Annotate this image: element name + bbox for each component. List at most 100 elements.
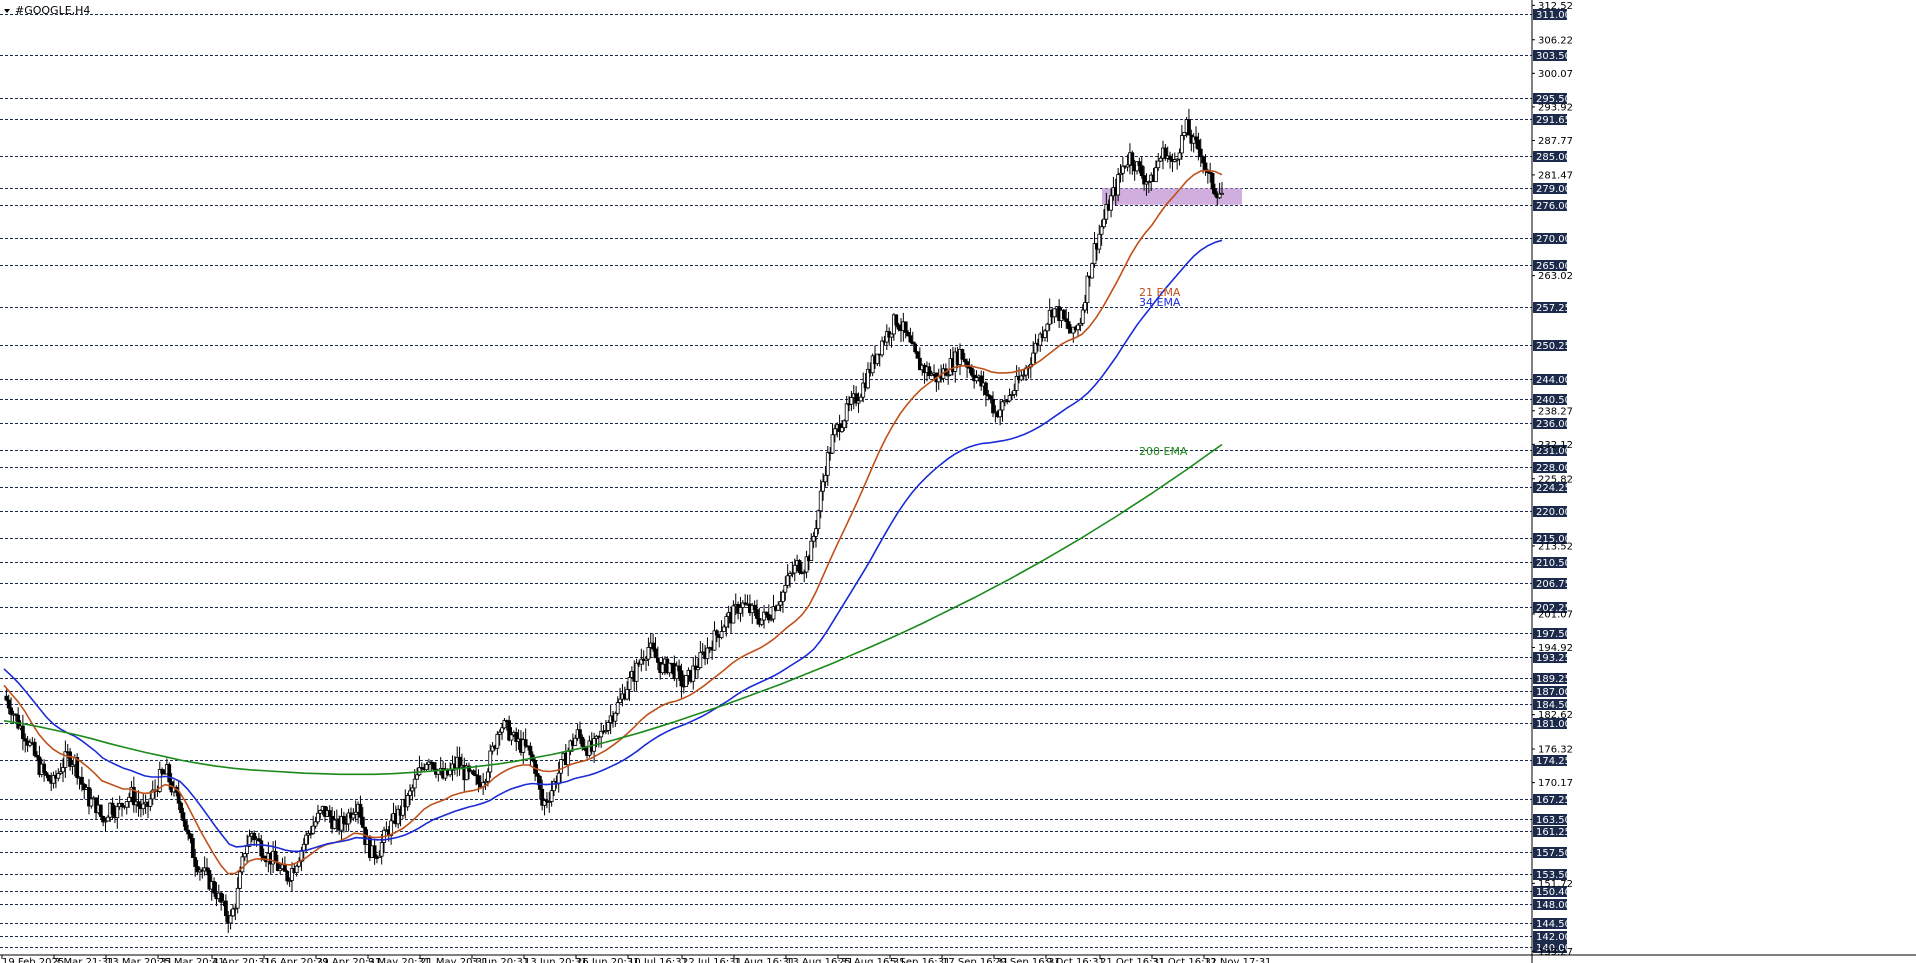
candle-body: [542, 800, 547, 806]
candle-body: [233, 907, 238, 910]
level-badge-label: 153.50: [1536, 870, 1571, 881]
candle-body: [56, 773, 61, 779]
candle-body: [42, 763, 47, 774]
candle-body: [547, 801, 552, 803]
candle-body: [195, 866, 200, 873]
candle-body: [285, 870, 290, 882]
candle-body: [186, 829, 191, 835]
candle-body: [431, 762, 436, 770]
level-badge-label: 181.00: [1536, 719, 1571, 730]
candle-body: [188, 833, 193, 839]
candle-body: [1031, 352, 1036, 365]
candle-body: [1179, 135, 1184, 154]
candle-body: [167, 764, 172, 783]
candle-body: [986, 394, 991, 397]
ema-line-2: [3, 443, 1223, 776]
candle-body: [1012, 390, 1017, 395]
candle-body: [783, 585, 788, 593]
candle-body: [360, 816, 365, 828]
candle-body: [483, 780, 488, 784]
candle-body: [960, 349, 965, 360]
candle-body: [766, 614, 771, 621]
candle-body: [35, 755, 39, 758]
level-badge: [1533, 718, 1567, 729]
candle-body: [625, 689, 630, 700]
x-tick-label: 5 Sep 16:31: [890, 957, 950, 963]
candle-body: [257, 838, 261, 842]
level-badge: [1533, 445, 1567, 456]
candle-body: [917, 357, 922, 371]
candle-body: [290, 868, 294, 881]
x-tick-label: 29 Apr 20:31: [316, 957, 381, 963]
y-tick-label: 182.62: [1538, 710, 1573, 721]
candle-body: [740, 602, 745, 608]
level-badge-label: 231.00: [1536, 446, 1571, 457]
x-tick-label: 9 Oct 16:31: [1046, 957, 1105, 963]
chart-menu-icon[interactable]: [4, 9, 10, 13]
level-badge-label: 250.25: [1536, 341, 1571, 352]
level-badge-label: 161.25: [1536, 827, 1571, 838]
candle-body: [148, 798, 153, 807]
candle-body: [613, 712, 618, 722]
candle-body: [1010, 393, 1014, 396]
candle-body: [752, 604, 757, 611]
level-badge-label: 228.00: [1536, 463, 1571, 474]
x-tick-label: 29 Sep 16:31: [994, 957, 1061, 963]
level-badge: [1533, 931, 1567, 942]
level-badge: [1533, 794, 1567, 805]
candle-body: [797, 560, 802, 573]
candle-body: [762, 611, 766, 621]
candle-body: [816, 510, 821, 530]
candle-body: [20, 725, 25, 740]
level-badge: [1533, 93, 1567, 104]
candle-body: [1007, 395, 1012, 402]
candle-body: [1198, 148, 1203, 158]
candle-body: [193, 857, 198, 867]
candle-body: [1104, 204, 1109, 220]
candle-body: [346, 812, 351, 825]
candle-body: [771, 606, 776, 620]
candle-body: [719, 631, 724, 638]
level-badge-label: 148.00: [1536, 900, 1571, 911]
candle-body: [875, 353, 880, 365]
candle-body: [743, 602, 748, 605]
candle-body: [1203, 162, 1208, 172]
candle-body: [552, 781, 556, 792]
candle-body: [1187, 119, 1191, 136]
x-tick-label: 13 Aug 16:31: [786, 957, 853, 963]
level-badge-label: 206.75: [1536, 579, 1571, 590]
candle-body: [242, 853, 247, 858]
level-badge: [1533, 918, 1567, 929]
candle-body: [1156, 160, 1161, 169]
candle-body: [485, 771, 490, 782]
candle-body: [764, 611, 769, 615]
candle-body: [514, 732, 519, 742]
candle-body: [523, 739, 528, 747]
candle-body: [1097, 233, 1102, 250]
candle-body: [691, 665, 696, 682]
candle-body: [1196, 139, 1201, 150]
level-badge-label: 202.25: [1536, 603, 1571, 614]
ema-line-1: [3, 239, 1223, 853]
level-badge-label: 285.00: [1536, 152, 1571, 163]
level-badge: [1533, 340, 1567, 351]
candle-body: [788, 573, 792, 577]
candle-body: [1033, 342, 1038, 354]
candle-body: [549, 790, 554, 802]
y-tick-label: 201.07: [1538, 609, 1573, 620]
candle-body: [962, 358, 967, 363]
candle-body: [823, 474, 828, 483]
level-badge: [1533, 602, 1567, 613]
candle-body: [849, 397, 854, 405]
level-badge-label: 210.50: [1536, 558, 1571, 569]
candle-body: [342, 816, 346, 824]
candle-body: [811, 535, 816, 542]
candle-body: [1217, 193, 1222, 199]
level-badge: [1533, 200, 1567, 211]
price-axis[interactable]: 311.00 303.50 295.50 291.65 285.00 279.00 276.…: [1532, 1, 1573, 958]
candle-body: [1064, 318, 1069, 322]
y-tick-label: 225.82: [1538, 474, 1573, 485]
level-badge: [1533, 886, 1567, 897]
